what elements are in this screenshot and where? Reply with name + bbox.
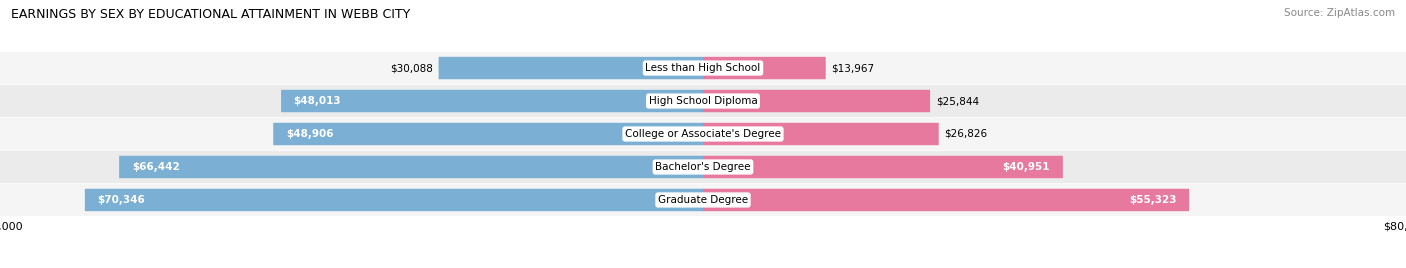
FancyBboxPatch shape [0, 184, 1406, 216]
FancyBboxPatch shape [703, 57, 825, 79]
Text: $55,323: $55,323 [1129, 195, 1177, 205]
Text: College or Associate's Degree: College or Associate's Degree [626, 129, 780, 139]
FancyBboxPatch shape [281, 90, 703, 112]
Text: $40,951: $40,951 [1002, 162, 1050, 172]
Text: $30,088: $30,088 [389, 63, 433, 73]
Text: Less than High School: Less than High School [645, 63, 761, 73]
Text: $66,442: $66,442 [132, 162, 180, 172]
FancyBboxPatch shape [703, 90, 931, 112]
FancyBboxPatch shape [703, 189, 1189, 211]
Text: Source: ZipAtlas.com: Source: ZipAtlas.com [1284, 8, 1395, 18]
FancyBboxPatch shape [439, 57, 703, 79]
Text: $25,844: $25,844 [936, 96, 979, 106]
Text: $48,013: $48,013 [294, 96, 342, 106]
FancyBboxPatch shape [84, 189, 703, 211]
Text: EARNINGS BY SEX BY EDUCATIONAL ATTAINMENT IN WEBB CITY: EARNINGS BY SEX BY EDUCATIONAL ATTAINMEN… [11, 8, 411, 21]
FancyBboxPatch shape [0, 151, 1406, 183]
FancyBboxPatch shape [703, 123, 939, 145]
Text: High School Diploma: High School Diploma [648, 96, 758, 106]
Text: Bachelor's Degree: Bachelor's Degree [655, 162, 751, 172]
FancyBboxPatch shape [703, 156, 1063, 178]
FancyBboxPatch shape [0, 118, 1406, 150]
Text: Graduate Degree: Graduate Degree [658, 195, 748, 205]
FancyBboxPatch shape [273, 123, 703, 145]
Text: $13,967: $13,967 [831, 63, 875, 73]
Text: $48,906: $48,906 [285, 129, 333, 139]
FancyBboxPatch shape [120, 156, 703, 178]
Text: $26,826: $26,826 [945, 129, 987, 139]
FancyBboxPatch shape [0, 52, 1406, 84]
Text: $70,346: $70,346 [97, 195, 145, 205]
FancyBboxPatch shape [0, 85, 1406, 117]
